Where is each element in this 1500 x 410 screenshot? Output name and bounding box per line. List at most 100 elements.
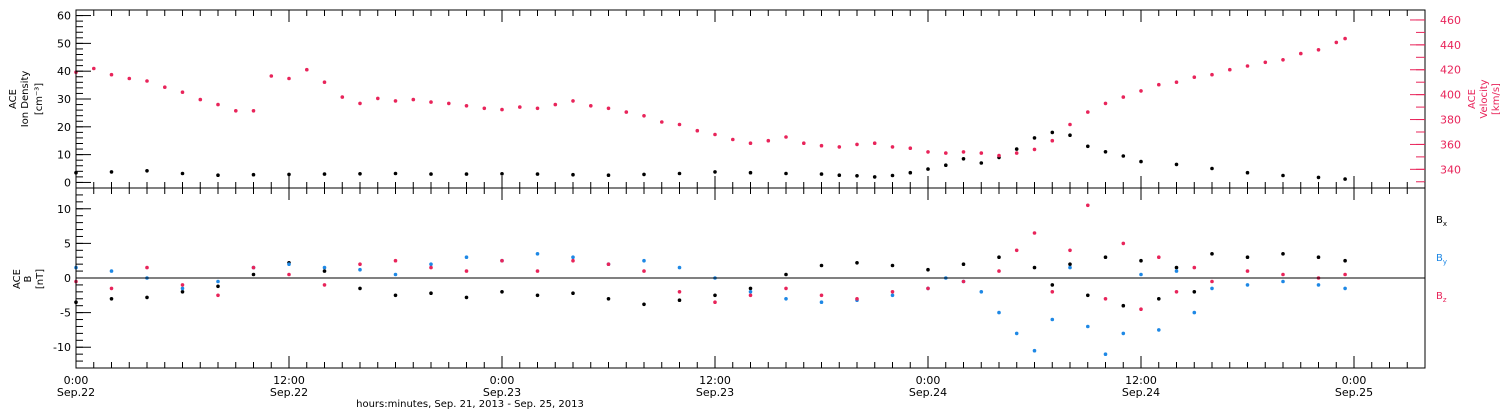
top-series-1-point [642,114,646,118]
bottom-bz-point [393,258,398,263]
bottom-by-point [180,286,185,291]
bottom-by-point [890,293,895,298]
bottom-bz-point [1121,241,1126,246]
x-tick-label-date: Sep.24 [1122,386,1160,399]
bottom-bx-point [1121,303,1126,308]
bottom-bz-point [1174,290,1179,294]
bottom-bx-point [748,286,753,291]
top-series-1-point [393,99,398,103]
bottom-bz-point [429,265,433,270]
top-series-1-point [748,141,753,145]
legend-by-main: B [1436,253,1443,264]
top-frame [75,9,1426,189]
legend: Bx By Bz [1436,215,1447,304]
bottom-by-point [1245,283,1250,287]
top-series-1-point [819,143,824,148]
bottom-by-point [393,272,398,277]
bottom-by-point [1139,272,1143,277]
top-series-0-point [890,173,895,178]
bottom-bz-point [464,269,469,273]
bottom-bz-point [1050,290,1055,294]
legend-bx-sub: x [1443,220,1447,228]
top-series-1-point [766,138,771,143]
bottom-bz-point [784,286,788,291]
top-series-0-point [464,172,469,176]
top-series-1-point [234,109,238,113]
top-series-0-point [1281,173,1285,178]
x-tick-label-time: 0:00 [1342,374,1367,387]
top-series-series-0 [74,130,1347,181]
bottom-by-point [979,290,984,294]
bottom-left-tick-label: 5 [64,237,71,250]
top-series-0-point [109,170,114,174]
top-series-1-point [589,104,593,108]
top-left-tick-label: 60 [57,10,71,23]
bottom-by-point [1174,269,1179,273]
bottom-bz-point [216,293,220,298]
bottom-by-point [1343,286,1347,291]
bottom-bz-point [890,290,895,294]
bottom-bz-point [180,283,185,287]
top-series-0-point [500,172,504,176]
legend-bx-main: B [1436,215,1443,226]
top-series-0-point [961,157,966,161]
top-series-1-point [855,142,859,147]
top-series-1-point [1103,101,1108,106]
bottom-bz-point [748,293,753,298]
top-right-tick-label: 340 [1440,163,1461,176]
bottom-bx-point [1103,255,1108,259]
bottom-series-by [74,252,1347,357]
bottom-bz-point [571,258,575,263]
top-series-0-point [571,172,575,177]
bottom-bx-point [1157,297,1161,301]
bottom-by-point [997,310,1001,315]
top-series-1-point [926,150,930,154]
top-series-1-point [837,145,842,149]
bottom-bx-point [1281,252,1285,256]
top-series-0-point [1068,133,1072,137]
top-series-1-point [802,141,806,145]
top-right-tick-label: 380 [1440,114,1461,127]
top-series-1-point [1050,138,1055,143]
top-panel: 0 10 20 30 40 50 60 340 360 380 400 420 440 460 [57,9,1461,189]
top-series-0-point [393,171,398,176]
bottom-bx-point [677,298,682,303]
bottom-bz-point [1068,248,1072,253]
top-series-1-point [961,150,966,154]
top-series-0-point [1014,147,1019,151]
bottom-bx-point [1343,258,1347,263]
bottom-bx-point [1174,265,1179,270]
top-series-1-point [695,128,700,133]
bottom-bz-point [713,300,717,305]
bottom-by-point [1281,279,1285,284]
bottom-bz-point [677,290,682,294]
bottom-bx-point [855,261,859,265]
bottom-bx-point [322,269,327,273]
top-series-1-point [287,76,291,81]
top-right-ylabel-line1: ACE [1467,89,1478,109]
top-series-0-point [1050,130,1055,135]
x-tick-label-date: Sep.22 [270,386,308,399]
bottom-bx-point [642,302,646,307]
top-right-tick-label: 400 [1440,89,1461,102]
bottom-bx-point [429,291,433,296]
top-series-1-point [1343,36,1347,41]
legend-by-sub: y [1443,258,1447,266]
top-series-0-point [216,173,220,177]
top-series-0-point [1032,136,1037,140]
bottom-left-tick-label: -10 [53,341,71,354]
top-series-0-point [358,172,362,176]
bottom-bz-point [500,258,504,263]
legend-bz: Bz [1436,291,1447,304]
top-series-1-point [251,109,256,113]
bottom-bz-point [322,283,327,287]
bottom-left-tick-label: 0 [64,272,71,285]
bottom-by-point [1157,328,1161,332]
bottom-bz-point [819,293,824,298]
top-series-1-point [660,120,664,124]
top-left-ylabel-line1: ACE [8,89,19,109]
top-series-0-point [1174,162,1179,167]
top-right-tick-label: 360 [1440,138,1461,151]
bottom-bz-point [145,265,149,270]
top-series-1-point [518,105,522,109]
